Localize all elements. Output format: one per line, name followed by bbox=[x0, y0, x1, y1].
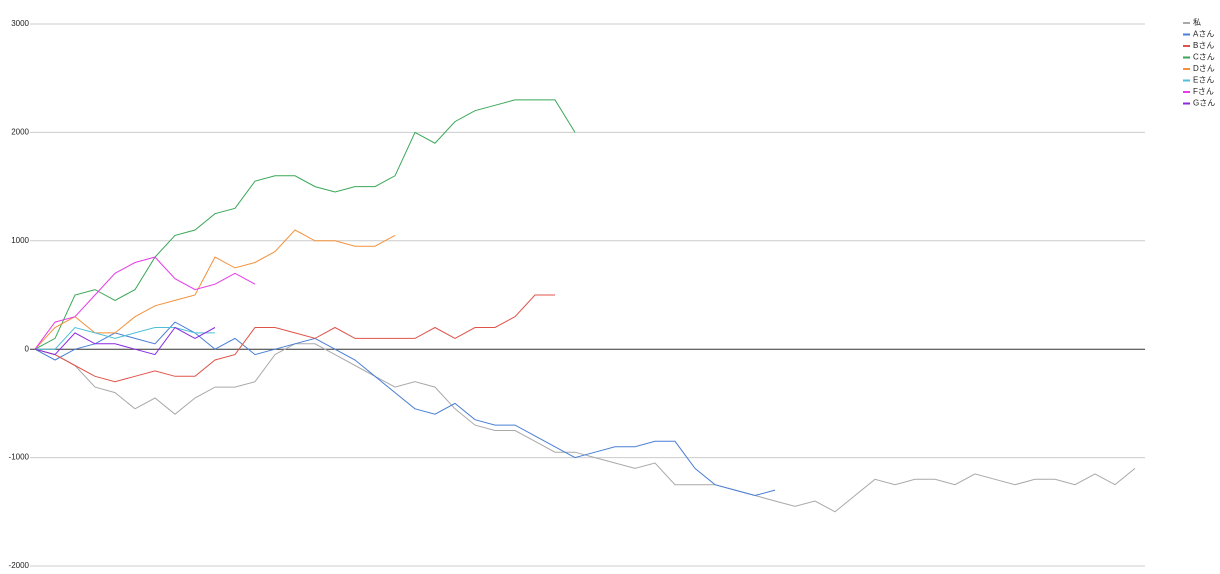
y-tick-label: 2000 bbox=[11, 128, 29, 137]
y-tick-label: 0 bbox=[25, 344, 30, 353]
series-line bbox=[34, 256, 256, 350]
legend-label: Dさん bbox=[1193, 64, 1215, 73]
legend-label: Cさん bbox=[1193, 53, 1215, 62]
legend-label: Fさん bbox=[1193, 87, 1214, 96]
series-line bbox=[35, 326, 215, 350]
legend-label: Aさん bbox=[1193, 30, 1214, 39]
series-line bbox=[34, 326, 216, 356]
legend-label: Gさん bbox=[1193, 99, 1215, 108]
y-tick-label: 1000 bbox=[11, 236, 29, 245]
y-tick-label: 3000 bbox=[11, 19, 29, 28]
y-tick-label: -2000 bbox=[9, 561, 30, 570]
legend-label: 私 bbox=[1193, 18, 1201, 27]
series-line bbox=[34, 343, 1136, 513]
legend-label: Eさん bbox=[1193, 76, 1214, 85]
series-line bbox=[34, 321, 776, 497]
series-line bbox=[34, 294, 555, 383]
series-line bbox=[34, 99, 576, 350]
y-tick-label: -1000 bbox=[9, 453, 30, 462]
legend-label: Bさん bbox=[1193, 41, 1214, 50]
